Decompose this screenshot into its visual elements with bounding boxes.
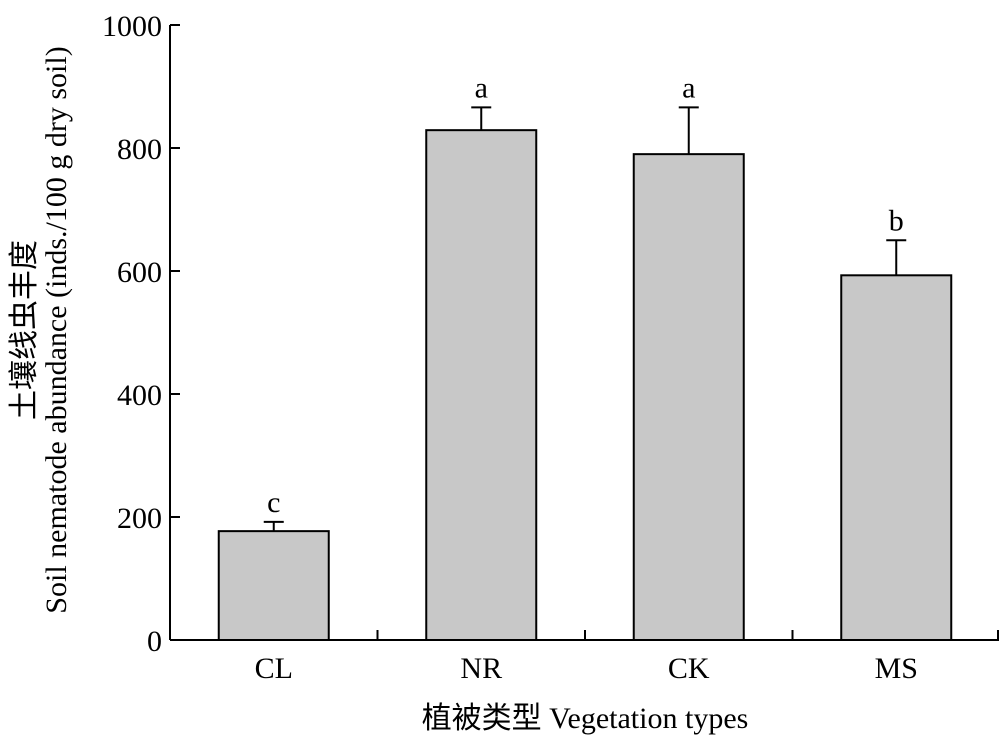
significance-label: c [267,486,280,519]
x-tick-label: NR [460,652,502,685]
y-tick-label: 600 [117,256,162,289]
y-tick-label: 1000 [102,10,162,43]
plot-area: 0 200 400 600 800 1000 c CL a NR a CK b MS [102,10,999,685]
y-tick-label: 0 [147,625,162,658]
y-tick-label: 200 [117,502,162,535]
bar [425,129,538,641]
significance-label: a [682,71,695,104]
y-axis-title-line2: Soil nematode abundance (inds./100 g dry… [40,46,73,613]
y-tick-label: 800 [117,133,162,166]
bar [840,274,953,641]
significance-label: b [889,204,904,237]
y-axis-title-line1: 土壤线虫丰度 [8,240,41,420]
x-axis-title: 植被类型 Vegetation types [422,702,749,735]
y-tick-label: 400 [117,379,162,412]
bar [217,530,330,642]
x-tick-label: CK [668,652,710,685]
x-tick-label: MS [875,652,918,685]
x-tick-label: CL [255,652,293,685]
significance-label: a [475,71,488,104]
bar [632,153,745,641]
